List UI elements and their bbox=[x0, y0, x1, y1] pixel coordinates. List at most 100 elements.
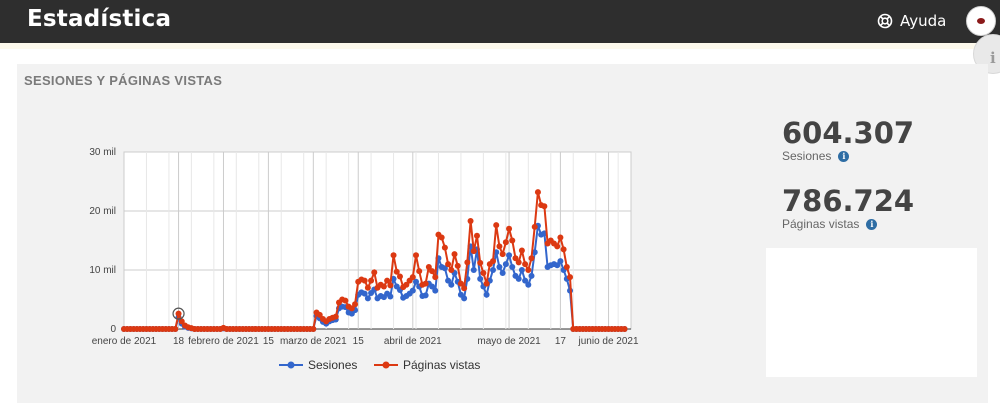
data-point bbox=[522, 261, 529, 268]
data-point bbox=[528, 272, 535, 279]
data-point bbox=[390, 252, 397, 259]
data-point bbox=[470, 248, 477, 255]
data-point bbox=[461, 295, 468, 302]
data-point bbox=[451, 251, 458, 258]
data-point bbox=[409, 287, 416, 294]
data-point bbox=[364, 295, 371, 302]
data-point bbox=[470, 267, 477, 273]
data-point bbox=[522, 277, 529, 284]
data-point bbox=[518, 267, 525, 273]
legend-marker bbox=[382, 361, 390, 369]
data-point bbox=[425, 264, 432, 271]
data-point bbox=[393, 268, 400, 275]
notice-strip bbox=[0, 43, 1000, 49]
data-point bbox=[502, 261, 509, 268]
x-tick-label: febrero de 2021 bbox=[188, 336, 259, 347]
data-point bbox=[525, 281, 532, 288]
data-point bbox=[448, 281, 455, 288]
data-point bbox=[361, 277, 368, 284]
help-button[interactable]: Ayuda bbox=[877, 11, 946, 31]
data-point bbox=[371, 269, 378, 276]
blank-panel bbox=[766, 248, 977, 377]
data-point bbox=[515, 275, 522, 282]
data-point bbox=[461, 285, 468, 292]
highlight-ring bbox=[172, 307, 185, 320]
legend-label: Sesiones bbox=[308, 358, 357, 372]
pageviews-info-icon[interactable]: i bbox=[866, 218, 878, 230]
data-point bbox=[413, 278, 420, 285]
data-point bbox=[409, 274, 416, 281]
data-point bbox=[483, 291, 490, 298]
legend-label: Páginas vistas bbox=[403, 358, 480, 372]
data-point bbox=[310, 326, 317, 332]
y-tick-label: 0 bbox=[110, 324, 116, 335]
avatar-logo-icon bbox=[977, 18, 985, 24]
data-point bbox=[477, 259, 484, 266]
data-point bbox=[432, 287, 439, 294]
x-tick-label: 18 bbox=[173, 336, 185, 347]
data-point bbox=[429, 268, 436, 275]
x-tick-label: marzo de 2021 bbox=[280, 336, 347, 347]
data-point bbox=[502, 239, 509, 246]
data-point bbox=[554, 243, 561, 250]
data-point bbox=[364, 284, 371, 291]
data-point bbox=[380, 283, 387, 290]
x-tick-label: 17 bbox=[555, 336, 567, 347]
x-tick-label: mayo de 2021 bbox=[477, 336, 541, 347]
lifebuoy-icon bbox=[877, 13, 893, 29]
data-point bbox=[499, 251, 506, 258]
data-point bbox=[403, 281, 410, 288]
pageviews-value: 786.724 bbox=[782, 184, 915, 218]
data-point bbox=[387, 282, 394, 289]
sessions-value: 604.307 bbox=[782, 116, 915, 150]
data-point bbox=[445, 277, 452, 284]
pageviews-label: Páginas vistas bbox=[782, 217, 860, 231]
data-point bbox=[567, 274, 574, 281]
data-point bbox=[457, 280, 464, 287]
data-point bbox=[342, 297, 349, 304]
data-point bbox=[509, 264, 516, 271]
data-point bbox=[563, 264, 570, 271]
data-point bbox=[178, 318, 185, 325]
x-tick-label: enero de 2021 bbox=[92, 336, 157, 347]
data-point bbox=[473, 232, 480, 239]
data-point bbox=[496, 243, 503, 250]
data-point bbox=[416, 268, 423, 275]
data-point bbox=[332, 313, 339, 320]
data-point bbox=[515, 259, 522, 266]
data-point bbox=[441, 265, 448, 272]
data-point bbox=[506, 225, 513, 232]
data-point bbox=[352, 301, 359, 308]
x-tick-label: abril de 2021 bbox=[384, 336, 442, 347]
data-point bbox=[387, 293, 394, 300]
x-tick-label: junio de 2021 bbox=[578, 336, 639, 347]
data-point bbox=[464, 259, 471, 266]
data-point bbox=[361, 290, 368, 297]
data-point bbox=[490, 258, 497, 265]
data-point bbox=[554, 262, 561, 269]
help-label: Ayuda bbox=[900, 12, 947, 30]
data-point bbox=[496, 264, 503, 271]
x-tick-label: 15 bbox=[353, 336, 365, 347]
sessions-info-icon[interactable]: i bbox=[838, 150, 850, 162]
y-tick-label: 10 mil bbox=[89, 265, 116, 276]
data-point bbox=[467, 218, 474, 225]
data-point bbox=[429, 283, 436, 290]
pageviews-stat: 786.724 Páginas vistas i bbox=[782, 186, 914, 231]
data-point bbox=[432, 274, 439, 281]
data-point bbox=[441, 244, 448, 251]
data-point bbox=[175, 310, 182, 317]
data-point bbox=[534, 189, 541, 196]
data-point bbox=[528, 255, 535, 262]
data-point bbox=[490, 267, 497, 273]
avatar[interactable] bbox=[966, 6, 996, 36]
legend-marker bbox=[287, 361, 295, 369]
data-point bbox=[518, 247, 525, 254]
plot-area bbox=[123, 151, 632, 330]
data-point bbox=[557, 258, 564, 265]
data-point bbox=[368, 277, 375, 284]
data-point bbox=[445, 261, 452, 268]
data-point bbox=[422, 292, 429, 299]
data-point bbox=[560, 246, 567, 253]
